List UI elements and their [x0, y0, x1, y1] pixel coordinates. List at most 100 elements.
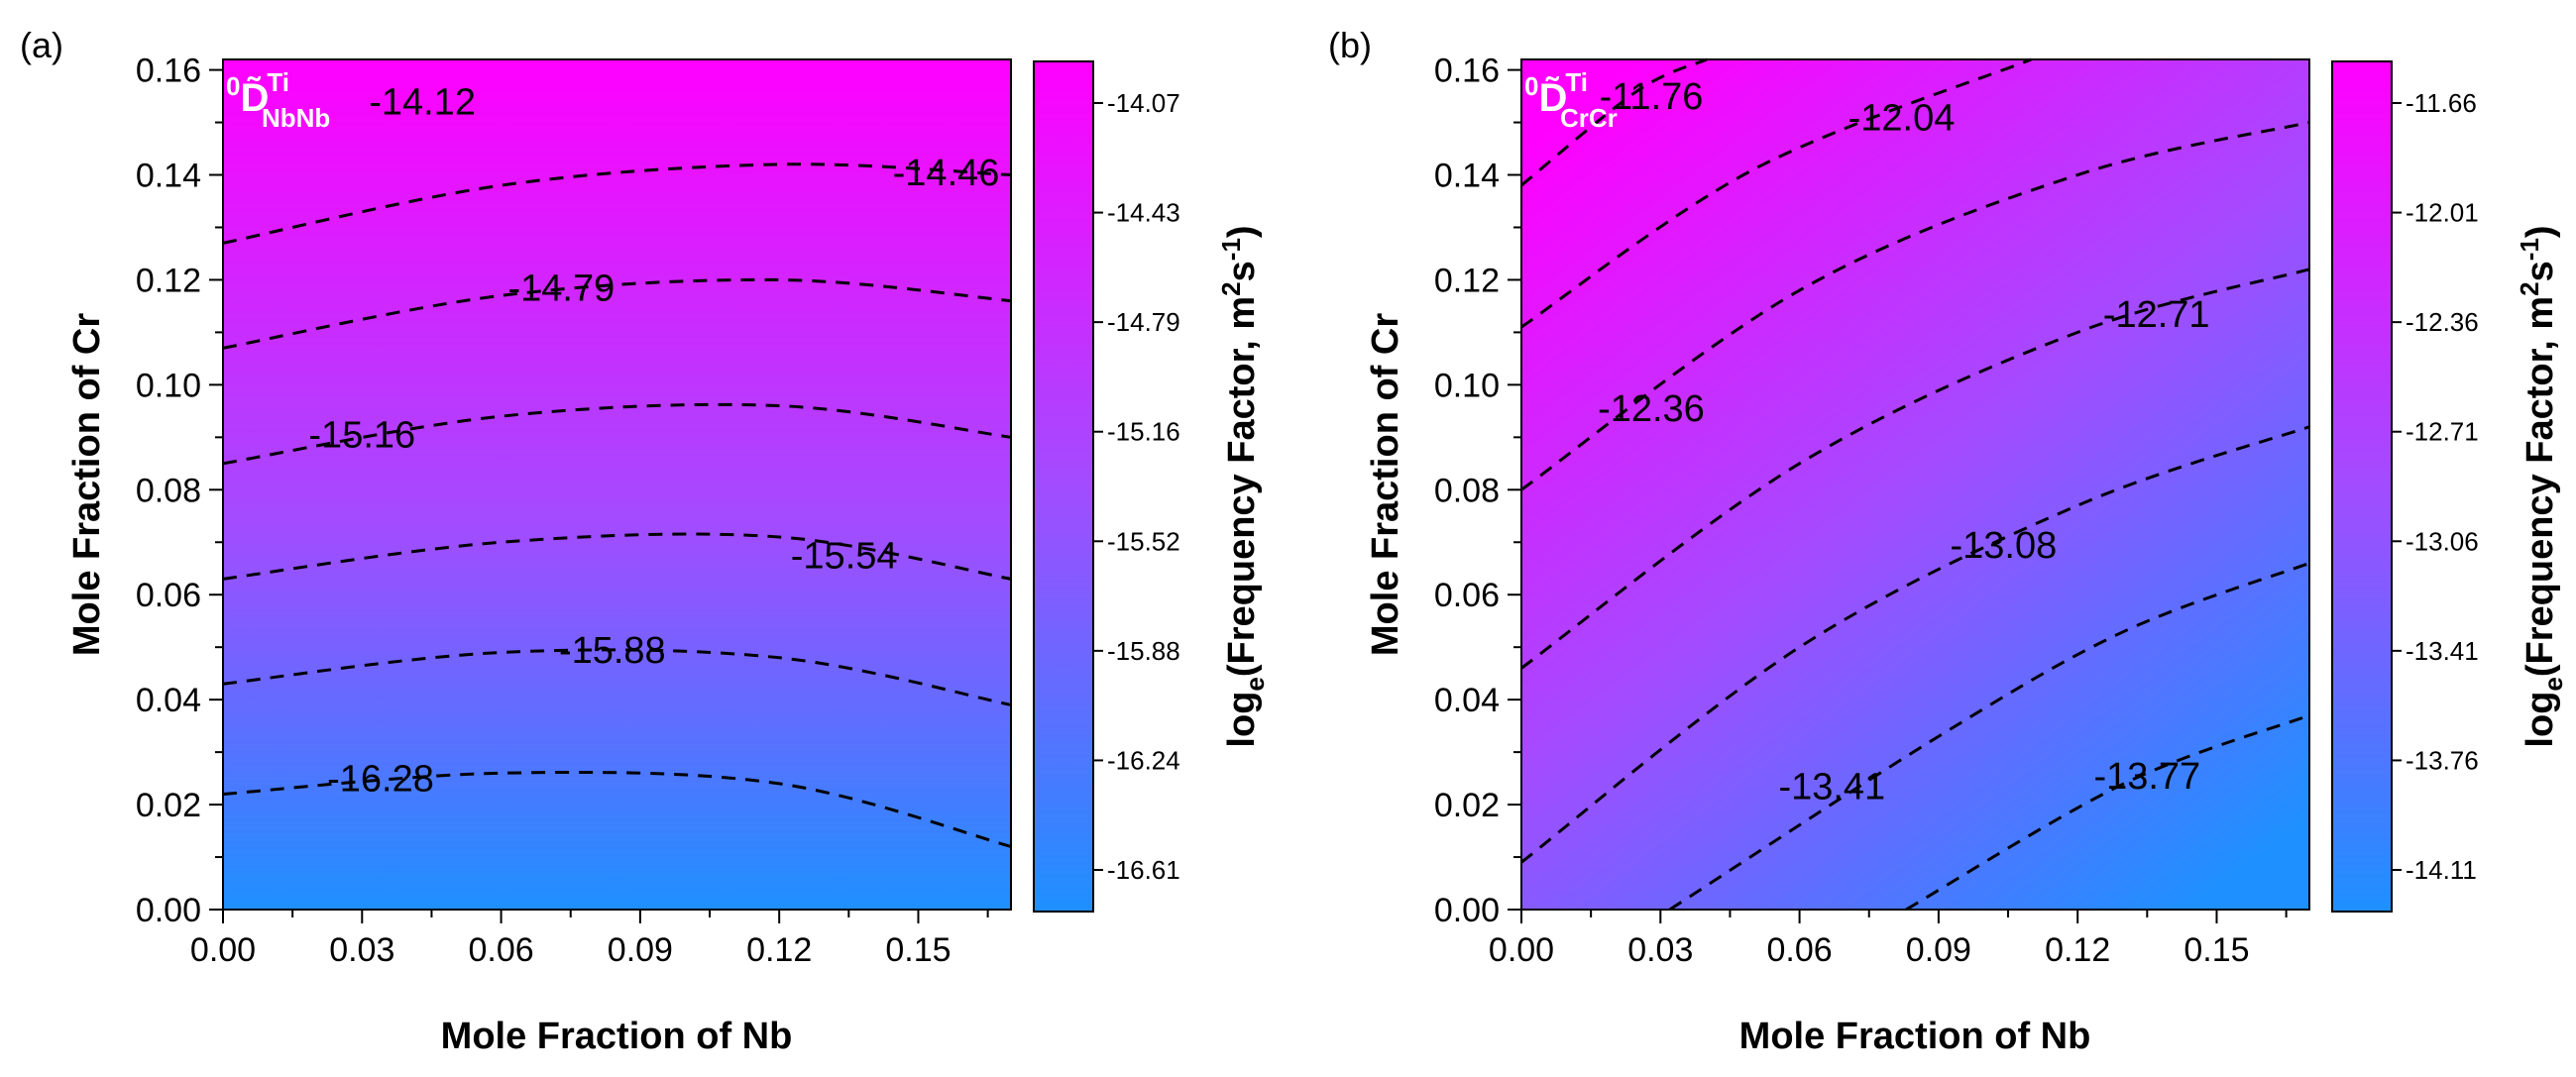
- x-tick-label-1-4: 0.12: [2045, 931, 2110, 969]
- y-tick-label-1-6: 0.12: [1434, 262, 1500, 299]
- colorbar-tick-label-0-6: -16.24: [1107, 745, 1180, 775]
- x-tick-label-0-5: 0.15: [885, 931, 951, 969]
- y-tick-label-1-3: 0.06: [1434, 577, 1500, 614]
- x-tick-label-1-0: 0.00: [1489, 931, 1554, 969]
- y-tick-label-0-1: 0.02: [136, 787, 201, 824]
- panel-a-colorbar-ticks: -14.07 -14.43 -14.79 -15.16 -15.52 -15.88 -16.…: [1093, 88, 1180, 885]
- contour-label-0-3: -15.16: [308, 415, 415, 457]
- panel-a-label: (a): [20, 25, 63, 65]
- panel-b-coefficient-symbol: 0D̃Ti CrCr: [1524, 67, 1618, 133]
- colorbar-tick-label-0-1: -14.43: [1107, 198, 1180, 228]
- panel-a-x-ticks: 0.00 0.03 0.06 0.09 0.12 0.15: [190, 910, 989, 969]
- panel-a-colorbar-title: loge(Frequency Factor, m2s-1): [1216, 225, 1270, 747]
- panel-b-plot-frame: [1520, 58, 2310, 911]
- contour-label-0-2: -14.79: [508, 268, 616, 309]
- x-tick-label-0-0: 0.00: [190, 931, 256, 969]
- y-tick-label-1-0: 0.00: [1434, 892, 1500, 929]
- colorbar-tick-label-1-1: -12.01: [2406, 198, 2479, 228]
- contour-label-1-3: -12.36: [1598, 388, 1705, 430]
- panel-a-x-axis-title: Mole Fraction of Nb: [441, 1016, 793, 1057]
- y-tick-label-0-5: 0.10: [136, 367, 201, 404]
- panel-a-plot-frame: [222, 58, 1012, 911]
- y-tick-label-1-8: 0.16: [1434, 53, 1500, 90]
- panel-a-contour-lines: [222, 162, 1012, 848]
- contour-line-0-2: [222, 402, 1012, 466]
- colorbar-tick-label-1-7: -14.11: [2406, 855, 2477, 885]
- panel-b-y-ticks: 0.00 0.02 0.04 0.06 0.08 0.10 0.12 0.14 0.16: [1434, 53, 1521, 929]
- y-tick-label-0-4: 0.08: [136, 472, 201, 509]
- y-tick-label-0-3: 0.06: [136, 577, 201, 614]
- colorbar-tick-label-1-3: -12.71: [2406, 417, 2479, 447]
- panel-a-colorbar: [1033, 60, 1094, 913]
- contour-line-0-0: [222, 162, 1012, 245]
- colorbar-tick-label-0-4: -15.52: [1107, 526, 1180, 556]
- y-tick-label-1-7: 0.14: [1434, 158, 1500, 195]
- panel-b-x-ticks: 0.00 0.03 0.06 0.09 0.12 0.15: [1489, 910, 2288, 969]
- y-tick-label-0-8: 0.16: [136, 53, 201, 90]
- panel-b-colorbar-title: loge(Frequency Factor, m2s-1): [2515, 225, 2568, 747]
- panel-b: (b) -11.76 -12.04 -12.71 -12.36 -13.08 -13.41…: [1328, 25, 2568, 1057]
- y-tick-label-1-1: 0.02: [1434, 787, 1500, 824]
- colorbar-tick-label-1-6: -13.76: [2406, 745, 2479, 775]
- contour-line-0-5: [222, 770, 1012, 848]
- contour-line-1-2: [1520, 121, 2310, 491]
- contour-line-0-4: [222, 648, 1012, 706]
- x-tick-label-0-1: 0.03: [329, 931, 394, 969]
- contour-label-0-0: -14.12: [369, 81, 476, 123]
- x-tick-label-1-2: 0.06: [1766, 931, 1832, 969]
- x-tick-label-0-4: 0.12: [746, 931, 812, 969]
- y-tick-label-0-0: 0.00: [136, 892, 201, 929]
- y-tick-label-0-6: 0.12: [136, 262, 201, 299]
- panel-a-y-axis-title: Mole Fraction of Cr: [66, 313, 108, 656]
- panel-a-contour-fill: [223, 59, 1011, 910]
- colorbar-tick-label-0-7: -16.61: [1107, 855, 1180, 885]
- panel-b-colorbar-ticks: -11.66 -12.01 -12.36 -12.71 -13.06 -13.41 -13.…: [2392, 88, 2479, 885]
- panel-a-coefficient-symbol: 0D̃Ti NbNb: [226, 67, 330, 133]
- contour-label-1-6: -13.77: [2093, 756, 2200, 798]
- y-tick-label-1-5: 0.10: [1434, 367, 1500, 404]
- panel-a-y-ticks: 0.00 0.02 0.04 0.06 0.08 0.10 0.12 0.14 0.16: [136, 53, 223, 929]
- contour-label-0-1: -14.46: [893, 153, 1000, 194]
- contour-line-1-0: [1520, 57, 1708, 187]
- panel-b-x-axis-title: Mole Fraction of Nb: [1739, 1016, 2091, 1057]
- panel-a: (a) -14.12 -14.46 -14.79 -15.16 -15.54 -15.88…: [20, 25, 1270, 1057]
- colorbar-tick-label-0-0: -14.07: [1107, 88, 1180, 118]
- contour-label-1-1: -12.04: [1848, 97, 1956, 139]
- contour-line-1-4: [1520, 425, 2310, 864]
- contour-line-1-3: [1520, 268, 2310, 670]
- colorbar-tick-label-1-5: -13.41: [2406, 636, 2479, 666]
- y-tick-label-1-4: 0.08: [1434, 472, 1500, 509]
- y-tick-label-0-2: 0.04: [136, 682, 201, 719]
- contour-line-1-1: [1520, 57, 2032, 329]
- panel-b-contour-lines: [1520, 57, 2310, 912]
- y-tick-label-0-7: 0.14: [136, 158, 201, 195]
- contour-line-1-5: [1668, 562, 2310, 912]
- contour-label-1-2: -12.71: [2103, 294, 2210, 336]
- x-tick-label-0-2: 0.06: [468, 931, 533, 969]
- contour-line-0-1: [222, 277, 1012, 350]
- contour-label-0-5: -15.88: [559, 630, 666, 672]
- contour-label-1-4: -13.08: [1950, 525, 2057, 567]
- contour-line-0-3: [222, 532, 1012, 581]
- colorbar-tick-label-1-0: -11.66: [2406, 88, 2477, 118]
- contour-line-1-6: [1905, 713, 2310, 912]
- contour-label-1-5: -13.41: [1778, 767, 1885, 808]
- contour-label-1-0: -11.76: [1599, 76, 1703, 118]
- panel-b-y-axis-title: Mole Fraction of Cr: [1365, 313, 1406, 656]
- panel-b-contour-fill: [1521, 59, 2309, 910]
- contour-label-0-4: -15.54: [791, 536, 898, 578]
- panel-b-colorbar: [2331, 60, 2393, 913]
- colorbar-tick-label-1-2: -12.36: [2406, 307, 2479, 337]
- panel-b-label: (b): [1328, 25, 1372, 65]
- colorbar-tick-label-0-3: -15.16: [1107, 417, 1180, 447]
- panel-b-contour-labels: -11.76 -12.04 -12.71 -12.36 -13.08 -13.41 -13.…: [1598, 76, 2209, 808]
- y-tick-label-1-2: 0.04: [1434, 682, 1500, 719]
- x-tick-label-1-1: 0.03: [1627, 931, 1693, 969]
- colorbar-tick-label-0-2: -14.79: [1107, 307, 1180, 337]
- x-tick-label-1-3: 0.09: [1906, 931, 1971, 969]
- colorbar-tick-label-1-4: -13.06: [2406, 526, 2479, 556]
- colorbar-tick-label-0-5: -15.88: [1107, 636, 1180, 666]
- x-tick-label-1-5: 0.15: [2184, 931, 2249, 969]
- panel-a-contour-labels: -14.12 -14.46 -14.79 -15.16 -15.54 -15.88 -16.…: [308, 81, 999, 800]
